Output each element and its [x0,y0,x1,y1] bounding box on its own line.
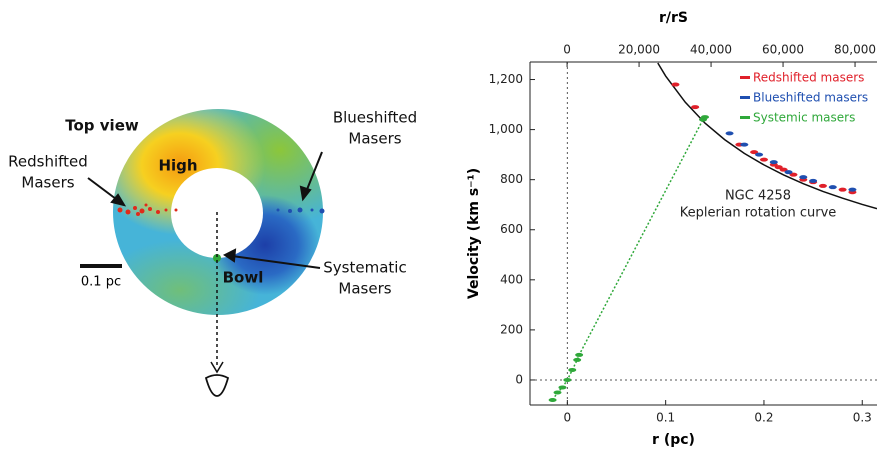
legend-label: Blueshifted masers [753,91,868,105]
maser-point [829,185,837,189]
maser-point [563,378,571,382]
legend-swatch [740,96,750,99]
x-tick-label: 0.3 [853,411,872,425]
x2-axis-label: r/rS [659,10,688,26]
y-tick-label: 1,000 [489,122,523,136]
maser-point [770,160,778,164]
y-tick-label: 200 [500,322,523,336]
maser-point [549,398,557,402]
x-tick-label: 0.2 [754,411,773,425]
maser-point [799,175,807,179]
y-tick-label: 400 [500,272,523,286]
y-axis-label: Velocity (km s⁻¹) [466,168,482,299]
label: Masers [21,174,74,192]
label: Blueshifted [333,109,417,127]
legend-label: Redshifted masers [753,71,864,85]
y-tick-label: 600 [500,222,523,236]
y-tick-label: 1,200 [489,72,523,86]
label: Top view [65,117,139,135]
maser-point [848,188,856,192]
maser-point [809,179,817,183]
maser-point [701,115,709,119]
model-curve [658,63,877,209]
maser-point [760,158,768,162]
maser-point [573,358,581,362]
maser-point [554,390,562,394]
maser-point [575,353,583,357]
x-tick-label: 0.1 [656,411,675,425]
x-tick-label: 0 [564,411,572,425]
x-axis-label: r (pc) [652,432,695,448]
figure: Top view Redshifted Masers High Blueshif… [0,0,879,452]
maser-point [726,131,734,135]
label: Redshifted [8,153,88,171]
annotation: Keplerian rotation curve [680,206,837,221]
x2-tick-label: 80,000 [834,43,876,57]
legend-swatch [740,116,750,119]
label: Masers [348,130,401,148]
maser-point [819,184,827,188]
label: Systematic [323,259,406,277]
y-tick-label: 0 [515,372,523,386]
maser-point [755,153,763,157]
maser-point [839,188,847,192]
maser-point [740,143,748,147]
label: Bowl [223,269,264,287]
legend-label: Systemic masers [753,111,855,125]
maser-point [568,368,576,372]
annotation: NGC 4258 [725,189,791,204]
maser-point [558,385,566,389]
legend-swatch [740,76,750,79]
x2-tick-label: 20,000 [618,43,660,57]
maser-point [785,170,793,174]
systemic-trend [553,117,705,400]
x2-tick-label: 60,000 [762,43,804,57]
label: High [158,157,197,175]
y-tick-label: 800 [500,172,523,186]
x2-tick-label: 40,000 [690,43,732,57]
label: 0.1 pc [81,275,121,290]
maser-point [671,83,679,87]
maser-point [691,105,699,109]
label: Masers [338,280,391,298]
x2-tick-label: 0 [563,43,571,57]
eye [206,375,228,396]
